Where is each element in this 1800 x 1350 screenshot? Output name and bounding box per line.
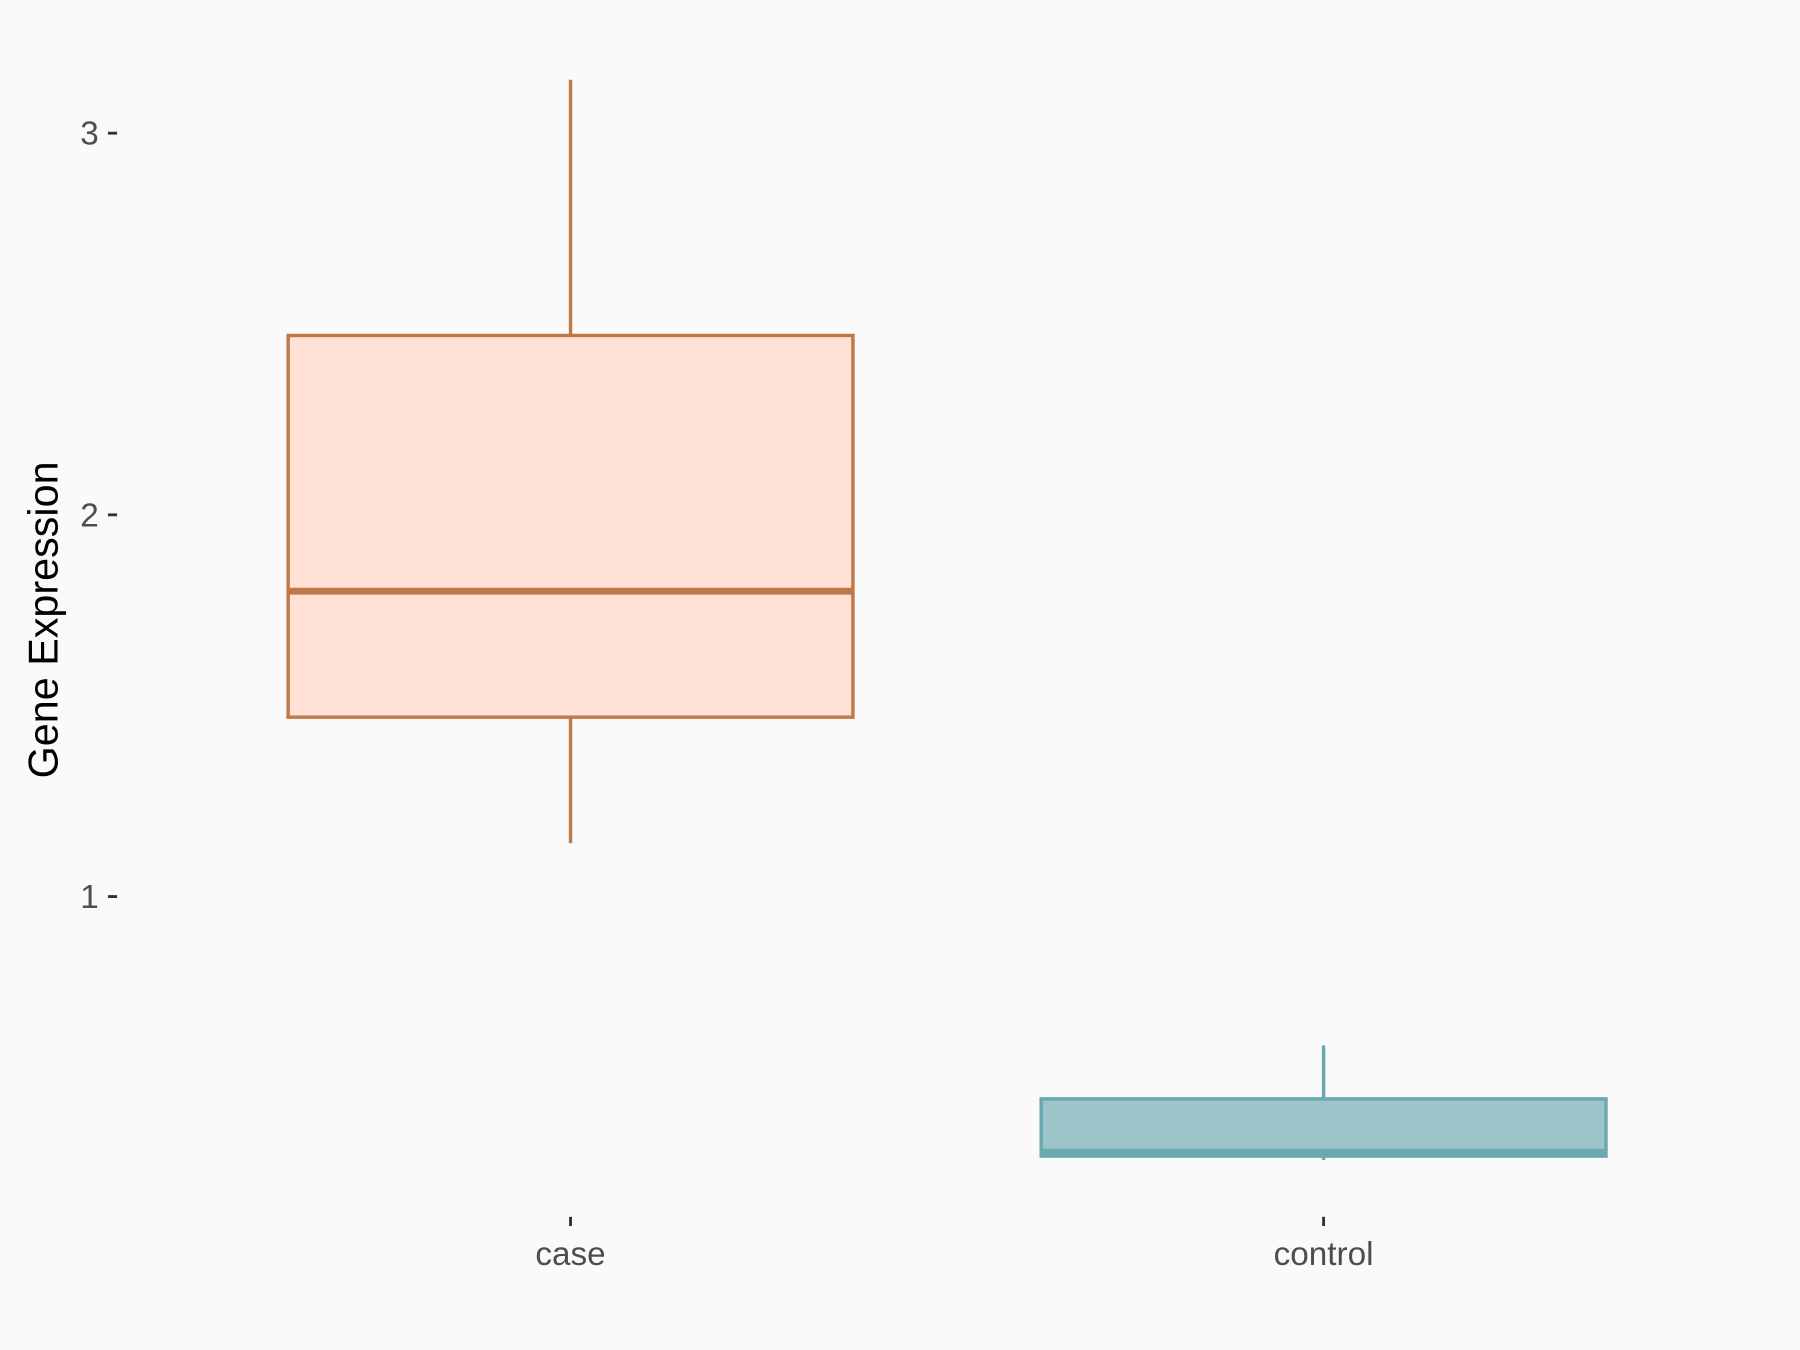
y-axis-label: Gene Expression bbox=[20, 461, 66, 778]
iqr-box bbox=[1039, 1097, 1608, 1158]
box-case bbox=[286, 79, 855, 844]
box-control bbox=[1039, 1045, 1608, 1160]
y-tick-label: 1 bbox=[80, 879, 99, 916]
x-tick-label-control: control bbox=[1274, 1236, 1374, 1273]
x-tick-label-case: case bbox=[535, 1236, 605, 1273]
boxes bbox=[286, 79, 1608, 1160]
y-tick-label: 2 bbox=[80, 497, 99, 534]
x-axis: case control bbox=[535, 1216, 1374, 1273]
y-axis: 1 2 3 bbox=[80, 116, 118, 916]
y-tick-label: 3 bbox=[80, 116, 99, 153]
iqr-box bbox=[286, 333, 855, 719]
